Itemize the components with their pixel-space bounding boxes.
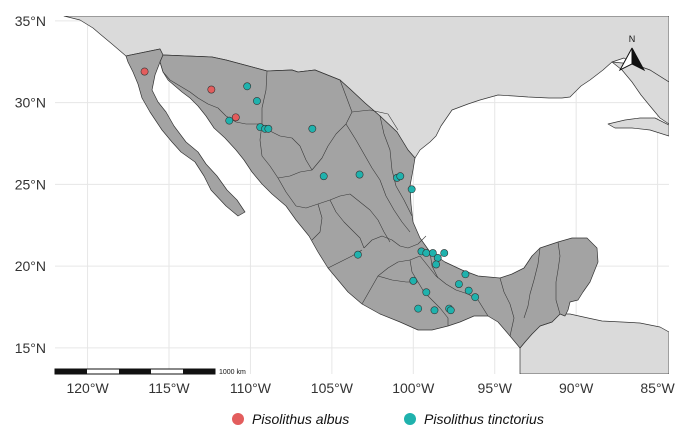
occurrence-point-tinctorius xyxy=(225,116,234,125)
occurrence-point-tinctorius xyxy=(446,306,455,315)
north-arrow: N xyxy=(618,34,646,72)
occurrence-point-tinctorius xyxy=(422,288,431,297)
lat-tick-label: 35°N xyxy=(15,13,46,29)
legend-swatch-tinctorius xyxy=(404,413,416,425)
north-arrow-label: N xyxy=(629,34,636,44)
occurrence-point-tinctorius xyxy=(407,185,416,194)
occurrence-point-tinctorius xyxy=(440,249,449,257)
occurrence-point-tinctorius xyxy=(396,172,405,181)
north-arrow-right xyxy=(631,47,646,72)
occurrence-point-tinctorius xyxy=(464,286,473,295)
occurrence-point-tinctorius xyxy=(422,249,431,257)
surrounding-countries xyxy=(63,16,669,374)
legend-item-tinctorius: Pisolithus tinctorius xyxy=(404,411,544,427)
occurrence-point-tinctorius xyxy=(354,250,362,259)
lat-tick-label: 30°N xyxy=(15,95,46,111)
lon-tick-label: 105°W xyxy=(311,380,354,396)
occurrence-point-tinctorius xyxy=(433,254,442,262)
lon-tick-label: 110°W xyxy=(230,380,272,396)
lon-tick-label: 115°W xyxy=(148,380,190,396)
florida-peninsula xyxy=(611,61,669,125)
occurrence-point-tinctorius xyxy=(471,293,480,302)
lat-tick-label: 25°N xyxy=(15,176,46,192)
occurrence-point-tinctorius xyxy=(308,124,317,133)
lon-tick-label: 100°W xyxy=(392,380,435,396)
occurrence-point-tinctorius xyxy=(461,270,470,279)
occurrence-point-albus xyxy=(140,67,149,76)
lat-tick-label: 20°N xyxy=(15,258,46,274)
lon-tick-label: 85°W xyxy=(640,380,675,396)
legend: Pisolithus albus Pisolithus tinctorius xyxy=(232,411,544,427)
occurrence-point-albus xyxy=(231,113,240,122)
occurrence-point-tinctorius xyxy=(355,170,364,179)
scale-bar: 1000 km xyxy=(54,368,246,376)
occurrence-points xyxy=(140,67,480,315)
occurrence-point-tinctorius xyxy=(409,276,418,285)
occurrence-point-tinctorius xyxy=(319,172,328,181)
lon-tick-label: 90°W xyxy=(559,380,594,396)
cuba-island xyxy=(607,117,669,137)
occurrence-point-tinctorius xyxy=(253,97,261,105)
occurrence-point-tinctorius xyxy=(428,249,437,257)
legend-label-tinctorius: Pisolithus tinctorius xyxy=(424,411,544,427)
scale-bar-label: 1000 km xyxy=(219,369,246,376)
occurrence-point-tinctorius xyxy=(455,280,463,288)
occurrence-point-tinctorius xyxy=(264,124,273,133)
occurrence-point-tinctorius xyxy=(430,306,439,315)
occurrence-point-tinctorius xyxy=(414,304,423,313)
baja-california-peninsula xyxy=(125,48,246,217)
legend-item-albus: Pisolithus albus xyxy=(232,411,349,427)
lat-tick-label: 15°N xyxy=(15,340,46,356)
legend-swatch-albus xyxy=(232,413,244,425)
occurrence-point-tinctorius xyxy=(432,260,441,269)
axis-labels: 35°N 30°N 25°N 20°N 15°N 120°W 115°W 110°W 105°W… xyxy=(15,13,675,396)
legend-label-albus: Pisolithus albus xyxy=(252,411,349,427)
lon-tick-label: 95°W xyxy=(478,380,513,396)
lon-tick-label: 120°W xyxy=(66,380,109,396)
occurrence-point-tinctorius xyxy=(243,82,252,91)
occurrence-point-albus xyxy=(207,85,216,94)
